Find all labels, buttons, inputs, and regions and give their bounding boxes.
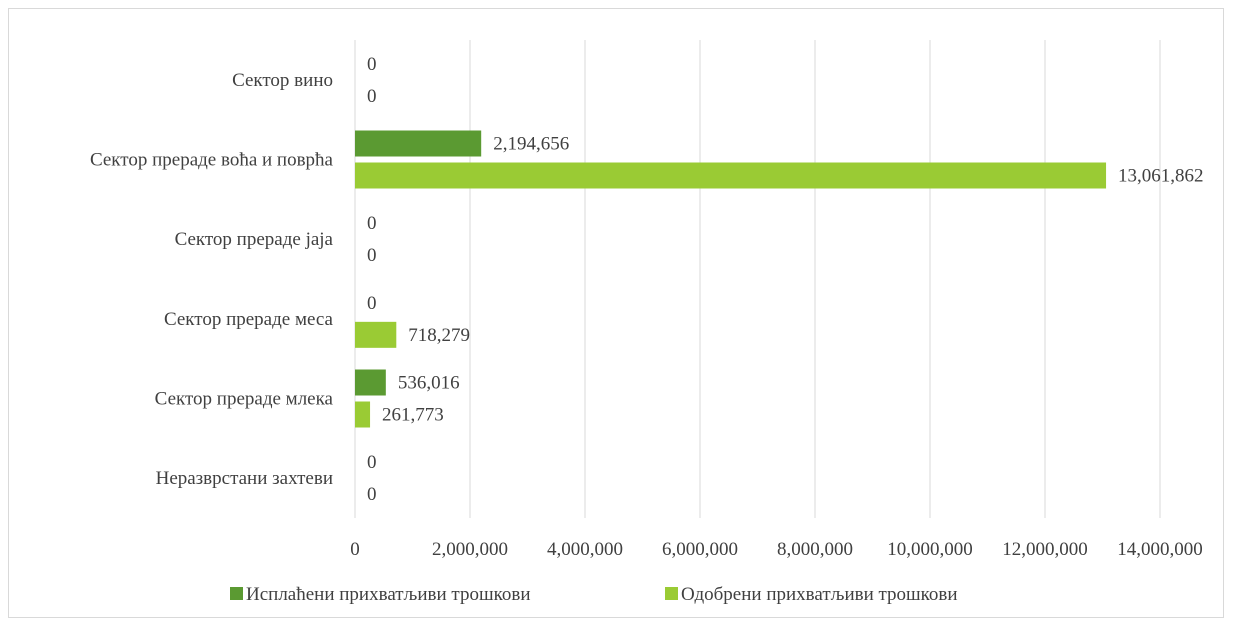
bars (355, 130, 1107, 428)
x-tick-label: 6,000,000 (662, 539, 738, 560)
x-tick-label: 10,000,000 (887, 539, 973, 560)
legend-label: Исплаћени прихватљиви трошкови (246, 584, 531, 605)
data-label: 0 (367, 452, 377, 473)
category-labels: Сектор вино Сектор прераде воћа и поврћа С… (90, 70, 334, 489)
data-label: 0 (367, 54, 377, 75)
data-label: 261,773 (382, 405, 444, 426)
bar (355, 162, 1107, 189)
category-label: Неразврстани захтеви (156, 468, 333, 489)
category-label: Сектор прераде млека (155, 389, 334, 410)
x-tick-labels: 0 2,000,000 4,000,000 6,000,000 8,000,000 10,… (350, 539, 1203, 560)
bar (355, 321, 397, 348)
data-label: 0 (367, 86, 377, 107)
category-label: Сектор прераде меса (164, 309, 334, 330)
bar (355, 369, 386, 396)
data-label: 536,016 (398, 373, 460, 394)
x-tick-label: 4,000,000 (547, 539, 623, 560)
data-label: 0 (367, 293, 377, 314)
gridlines (354, 40, 1161, 518)
data-label: 2,194,656 (493, 134, 569, 155)
x-tick-label: 14,000,000 (1117, 539, 1203, 560)
bar (355, 401, 371, 428)
data-label: 718,279 (408, 325, 470, 346)
data-label: 0 (367, 484, 377, 505)
data-label: 0 (367, 213, 377, 234)
x-tick-label: 2,000,000 (432, 539, 508, 560)
bar (355, 130, 482, 157)
category-label: Сектор вино (232, 70, 333, 91)
data-label: 13,061,862 (1118, 166, 1204, 187)
chart-frame (8, 8, 1224, 618)
x-tick-label: 8,000,000 (777, 539, 853, 560)
category-label: Сектор прераде воћа и поврћа (90, 150, 334, 171)
data-labels: 0 0 2,194,656 13,061,862 0 0 0 718,279 536,016 26… (367, 54, 1204, 505)
legend-swatch (665, 587, 678, 600)
legend: Исплаћени прихватљиви трошкови Одобрени п… (230, 584, 958, 605)
legend-label: Одобрени прихватљиви трошкови (681, 584, 958, 605)
legend-swatch (230, 587, 243, 600)
x-tick-label: 0 (350, 539, 360, 560)
data-label: 0 (367, 245, 377, 266)
category-label: Сектор прераде јаја (175, 229, 334, 250)
x-tick-label: 12,000,000 (1002, 539, 1088, 560)
